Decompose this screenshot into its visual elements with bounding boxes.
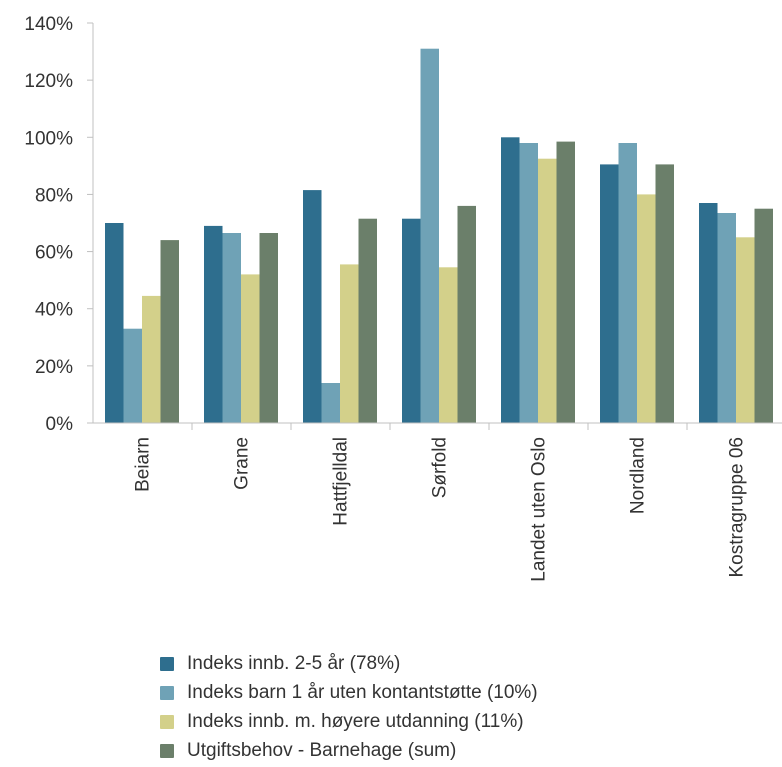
legend-swatch xyxy=(160,743,174,758)
x-category-label: Grane xyxy=(232,437,253,490)
x-category-label: Landet uten Oslo xyxy=(529,437,550,582)
legend-swatch xyxy=(160,714,174,729)
legend-label: Utgiftsbehov - Barnehage (sum) xyxy=(187,739,457,761)
bar xyxy=(717,213,736,423)
bar xyxy=(321,383,340,423)
bar xyxy=(340,264,359,423)
bar xyxy=(303,190,322,423)
bar xyxy=(204,225,223,423)
bar xyxy=(754,208,773,423)
x-axis-labels: Beiarn Grane Hattfjelldal Sørfold Landet ute… xyxy=(133,437,748,582)
legend-label: Indeks innb. 2-5 år (78%) xyxy=(187,652,401,674)
bar xyxy=(501,137,520,424)
bar xyxy=(402,218,421,423)
bar xyxy=(655,164,674,423)
axes xyxy=(92,23,782,430)
x-category-label: Beiarn xyxy=(133,437,154,492)
legend-item[interactable]: Indeks innb. 2-5 år (78%) xyxy=(160,649,538,678)
bar xyxy=(538,158,557,423)
bar xyxy=(637,194,656,423)
legend-item[interactable]: Indeks innb. m. høyere utdanning (11%) xyxy=(160,707,538,736)
bar xyxy=(123,328,142,423)
legend: Indeks innb. 2-5 år (78%) Indeks barn 1 … xyxy=(160,649,538,765)
bar xyxy=(358,218,377,423)
y-tick-label: 40% xyxy=(35,300,73,321)
legend-item[interactable]: Utgiftsbehov - Barnehage (sum) xyxy=(160,736,538,765)
x-category-label: Hattfjelldal xyxy=(331,437,352,526)
legend-item[interactable]: Indeks barn 1 år uten kontantstøtte (10%… xyxy=(160,678,538,707)
bar xyxy=(241,274,260,423)
bars xyxy=(105,48,773,424)
bar xyxy=(618,143,637,423)
bar xyxy=(160,240,179,423)
y-tick-label: 60% xyxy=(35,243,73,264)
y-axis-ticks: 0% 20% 40% 60% 80% 100% 120% 140% xyxy=(24,14,93,435)
legend-label: Indeks innb. m. høyere utdanning (11%) xyxy=(187,710,524,732)
x-category-label: Nordland xyxy=(628,437,649,514)
y-tick-label: 120% xyxy=(24,71,73,92)
y-tick-label: 80% xyxy=(35,185,73,206)
bar xyxy=(736,237,755,423)
bar xyxy=(519,143,538,423)
bar xyxy=(556,141,575,423)
y-tick-label: 140% xyxy=(24,14,73,35)
bar xyxy=(105,223,124,423)
bar xyxy=(439,267,458,423)
bar xyxy=(600,164,619,423)
y-tick-label: 20% xyxy=(35,357,73,378)
bar xyxy=(142,295,161,423)
bar xyxy=(699,203,718,423)
legend-label: Indeks barn 1 år uten kontantstøtte (10%… xyxy=(187,681,538,703)
y-tick-label: 0% xyxy=(46,414,74,435)
bar xyxy=(457,205,476,423)
bar xyxy=(420,48,439,423)
legend-swatch xyxy=(160,656,174,671)
y-tick-label: 100% xyxy=(24,128,73,149)
legend-swatch xyxy=(160,685,174,700)
x-category-label: Sørfold xyxy=(430,437,451,498)
bar xyxy=(222,233,241,423)
x-category-label: Kostragruppe 06 xyxy=(727,437,748,578)
bar xyxy=(259,233,278,423)
bar-chart: 0% 20% 40% 60% 80% 100% 120% 140% Beiarn Grane Ha… xyxy=(24,14,782,582)
